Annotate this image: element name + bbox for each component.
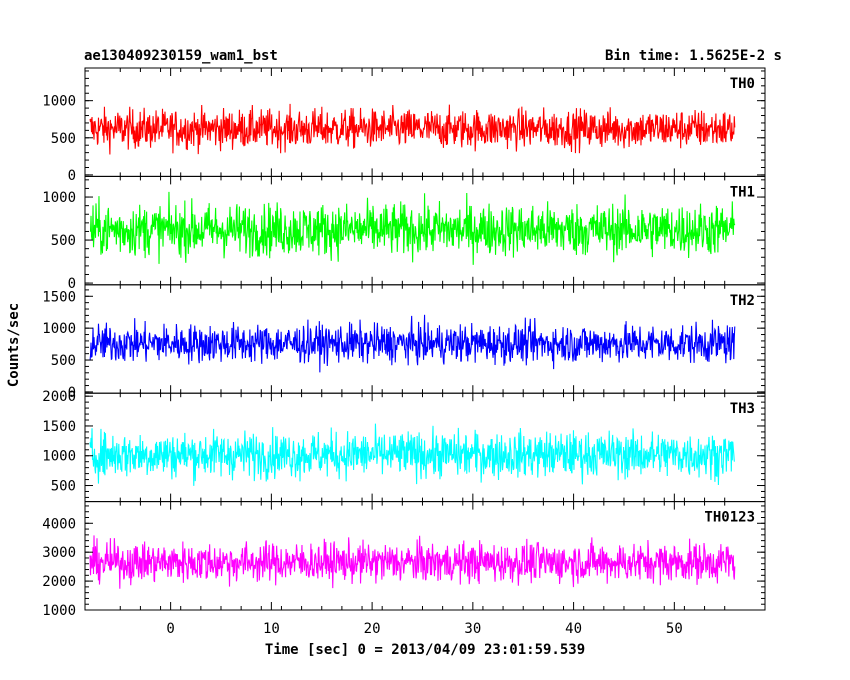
- series-line-th1: [89, 191, 736, 265]
- x-tick-label: 20: [364, 621, 381, 637]
- x-tick-label: 40: [565, 621, 582, 637]
- series-line-th0: [89, 103, 736, 155]
- y-tick-label: 2000: [42, 574, 76, 590]
- panel-th2: 0 500 1000 1500 TH2: [42, 284, 766, 401]
- panel-th1: 0 500 1000 TH1: [42, 175, 766, 292]
- y-tick-label: 0: [68, 385, 76, 401]
- bin-time-label: Bin time: 1.5625E-2 s: [605, 48, 782, 64]
- y-tick-label: 3000: [42, 545, 76, 561]
- y-tick-label: 0: [68, 276, 76, 292]
- y-tick-label: 0: [68, 168, 76, 184]
- y-tick-label: 2000: [42, 389, 76, 405]
- series-line-th0123: [89, 535, 736, 589]
- y-tick-label: 500: [51, 131, 76, 147]
- chart-title: ae130409230159_wam1_bst: [84, 48, 278, 64]
- y-tick-label: 1000: [42, 94, 76, 110]
- y-tick-label: 1000: [42, 190, 76, 206]
- x-tick-label: 50: [666, 621, 683, 637]
- series-line-th3: [89, 423, 736, 486]
- panel-th3: 500 1000 1500 2000 TH3: [42, 389, 766, 503]
- y-axis-label: Counts/sec: [6, 303, 22, 387]
- panel-label-th0: TH0: [730, 76, 755, 92]
- y-tick-label: 1500: [42, 419, 76, 435]
- panel-label-th1: TH1: [730, 184, 755, 200]
- panel-th0: 0 500 1000 TH0: [42, 67, 766, 184]
- y-tick-label: 1000: [42, 603, 76, 619]
- x-tick-label: 10: [263, 621, 280, 637]
- x-tick-label: 30: [464, 621, 481, 637]
- panel-label-th0123: TH0123: [704, 510, 755, 526]
- panel-label-th3: TH3: [730, 401, 755, 417]
- y-tick-label: 1000: [42, 449, 76, 465]
- series-line-th2: [89, 314, 736, 373]
- panel-label-th2: TH2: [730, 293, 755, 309]
- x-axis-label: Time [sec] 0 = 2013/04/09 23:01:59.539: [265, 642, 585, 658]
- y-tick-label: 500: [51, 353, 76, 369]
- panel-th0123: 1000 2000 3000 4000 TH0123: [42, 501, 766, 619]
- x-tick-label: 0: [166, 621, 174, 637]
- y-tick-label: 1500: [42, 289, 76, 305]
- y-tick-label: 1000: [42, 321, 76, 337]
- y-tick-label: 500: [51, 479, 76, 495]
- panel-frame: [84, 501, 766, 611]
- y-tick-label: 4000: [42, 516, 76, 532]
- y-tick-label: 500: [51, 233, 76, 249]
